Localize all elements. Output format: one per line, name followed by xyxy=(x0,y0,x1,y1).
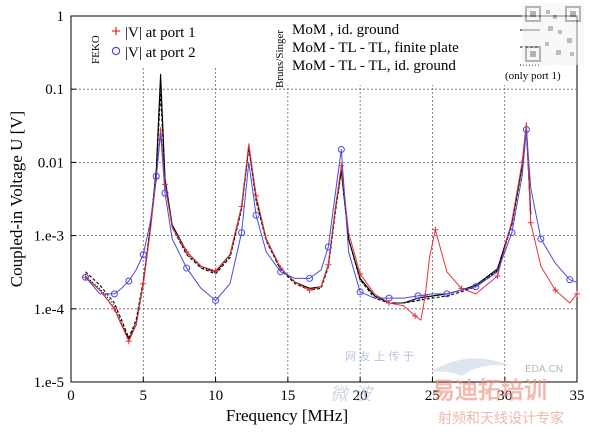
y-tick-label: 1.e-3 xyxy=(34,229,64,245)
y-tick-label: 0.1 xyxy=(45,82,64,98)
legend-item-port2: |V| at port 2 xyxy=(111,45,196,61)
data-point-circle xyxy=(306,274,314,282)
legend-marker-plus xyxy=(112,27,120,35)
legend-note: (only port 1) xyxy=(505,70,561,82)
data-point-circle xyxy=(252,211,260,219)
watermark-uploaded-text: 网 友 上 传 于 xyxy=(345,349,414,363)
x-tick-label: 30 xyxy=(497,388,512,404)
data-point-plus xyxy=(494,273,501,280)
data-point-circle xyxy=(522,126,530,134)
data-point-circle xyxy=(566,276,574,284)
x-tick-label: 10 xyxy=(208,388,223,404)
legend-item-port1: |V| at port 1 xyxy=(112,25,196,41)
data-point-plus xyxy=(212,267,219,274)
series-line-1 xyxy=(85,129,578,301)
x-tick-label: 5 xyxy=(140,388,148,404)
data-point-circle xyxy=(110,290,118,298)
data-point-plus xyxy=(253,192,260,199)
data-point-circle xyxy=(152,172,160,180)
data-point-circle xyxy=(356,288,364,296)
data-point-plus xyxy=(412,312,419,319)
grid xyxy=(71,16,577,382)
brand-watermark: 网 友 上 传 于 微 波 EDA.CN 易迪拓培训 射频和天线设计专家 xyxy=(330,349,564,427)
data-point-plus xyxy=(357,270,364,277)
watermark-site: EDA.CN xyxy=(525,364,563,375)
data-point-plus xyxy=(125,338,132,345)
data-point-plus xyxy=(238,203,245,210)
data-point-circle xyxy=(508,229,516,237)
legend-label-tl-ground: MoM - TL - TL, id. ground xyxy=(292,58,456,74)
data-point-circle xyxy=(277,268,285,276)
data-point-plus xyxy=(277,265,284,272)
y-tick-label: 1 xyxy=(57,9,65,25)
data-point-plus xyxy=(325,261,332,268)
data-point-circle xyxy=(385,294,393,302)
data-point-plus xyxy=(574,290,580,297)
y-tick-label: 1.e-5 xyxy=(34,375,64,391)
legend: FEKO |V| at port 1 |V| at port 2 Bruns/S… xyxy=(86,17,575,88)
data-point-plus xyxy=(552,287,559,294)
data-point-plus xyxy=(519,159,526,166)
x-tick-label: 20 xyxy=(353,388,368,404)
y-axis-title: Coupled-in Voltage U [V] xyxy=(7,111,26,287)
data-point-circle xyxy=(443,290,451,298)
series-layer xyxy=(81,73,580,345)
legend-label-mom-ground: MoM , id. ground xyxy=(292,22,400,38)
legend-label-finite-plate: MoM - TL - TL, finite plate xyxy=(292,40,459,56)
watermark-brand: 易迪拓培训 xyxy=(432,377,547,404)
data-point-plus xyxy=(183,248,190,255)
legend-label-port2: |V| at port 2 xyxy=(125,45,196,61)
data-point-plus xyxy=(527,219,534,226)
x-axis-title: Frequency [MHz] xyxy=(226,406,348,425)
data-point-plus xyxy=(111,305,118,312)
data-point-plus xyxy=(306,287,313,294)
data-point-circle xyxy=(161,189,169,197)
data-point-plus xyxy=(422,292,429,299)
watermark-side-text: 微 波 xyxy=(330,384,375,405)
x-tick-label: 15 xyxy=(280,388,295,404)
data-point-circle xyxy=(537,235,545,243)
data-point-circle xyxy=(337,146,345,154)
data-point-plus xyxy=(432,226,439,233)
data-point-circle xyxy=(238,229,246,237)
data-point-circle xyxy=(212,296,220,304)
axes: 0 5 10 15 20 25 30 35 1.e-5 1.e-4 1.e-3 0.01 0.1 1 xyxy=(34,9,585,404)
data-point-circle xyxy=(139,251,147,259)
legend-group-bruns-singer: Bruns/Singer xyxy=(274,30,286,88)
qr-watermark xyxy=(522,3,584,65)
data-point-circle xyxy=(183,264,191,272)
data-point-circle xyxy=(125,277,133,285)
data-point-circle xyxy=(324,243,332,251)
legend-group-feko: FEKO xyxy=(90,35,102,64)
x-tick-label: 25 xyxy=(425,388,440,404)
data-point-plus xyxy=(82,274,89,281)
y-tick-label: 0.01 xyxy=(38,155,64,171)
data-point-circle xyxy=(414,292,422,300)
legend-marker-circle xyxy=(111,46,121,56)
x-tick-label: 35 xyxy=(570,388,585,404)
data-point-circle xyxy=(81,273,89,281)
legend-label-port1: |V| at port 1 xyxy=(125,25,196,41)
data-point-circle xyxy=(472,283,480,291)
legend-background xyxy=(86,17,254,67)
x-tick-label: 0 xyxy=(67,388,75,404)
watermark-slogan: 射频和天线设计专家 xyxy=(438,410,564,427)
bird-logo-icon xyxy=(430,358,510,376)
data-point-plus xyxy=(140,280,147,287)
y-tick-label: 1.e-4 xyxy=(34,302,65,318)
